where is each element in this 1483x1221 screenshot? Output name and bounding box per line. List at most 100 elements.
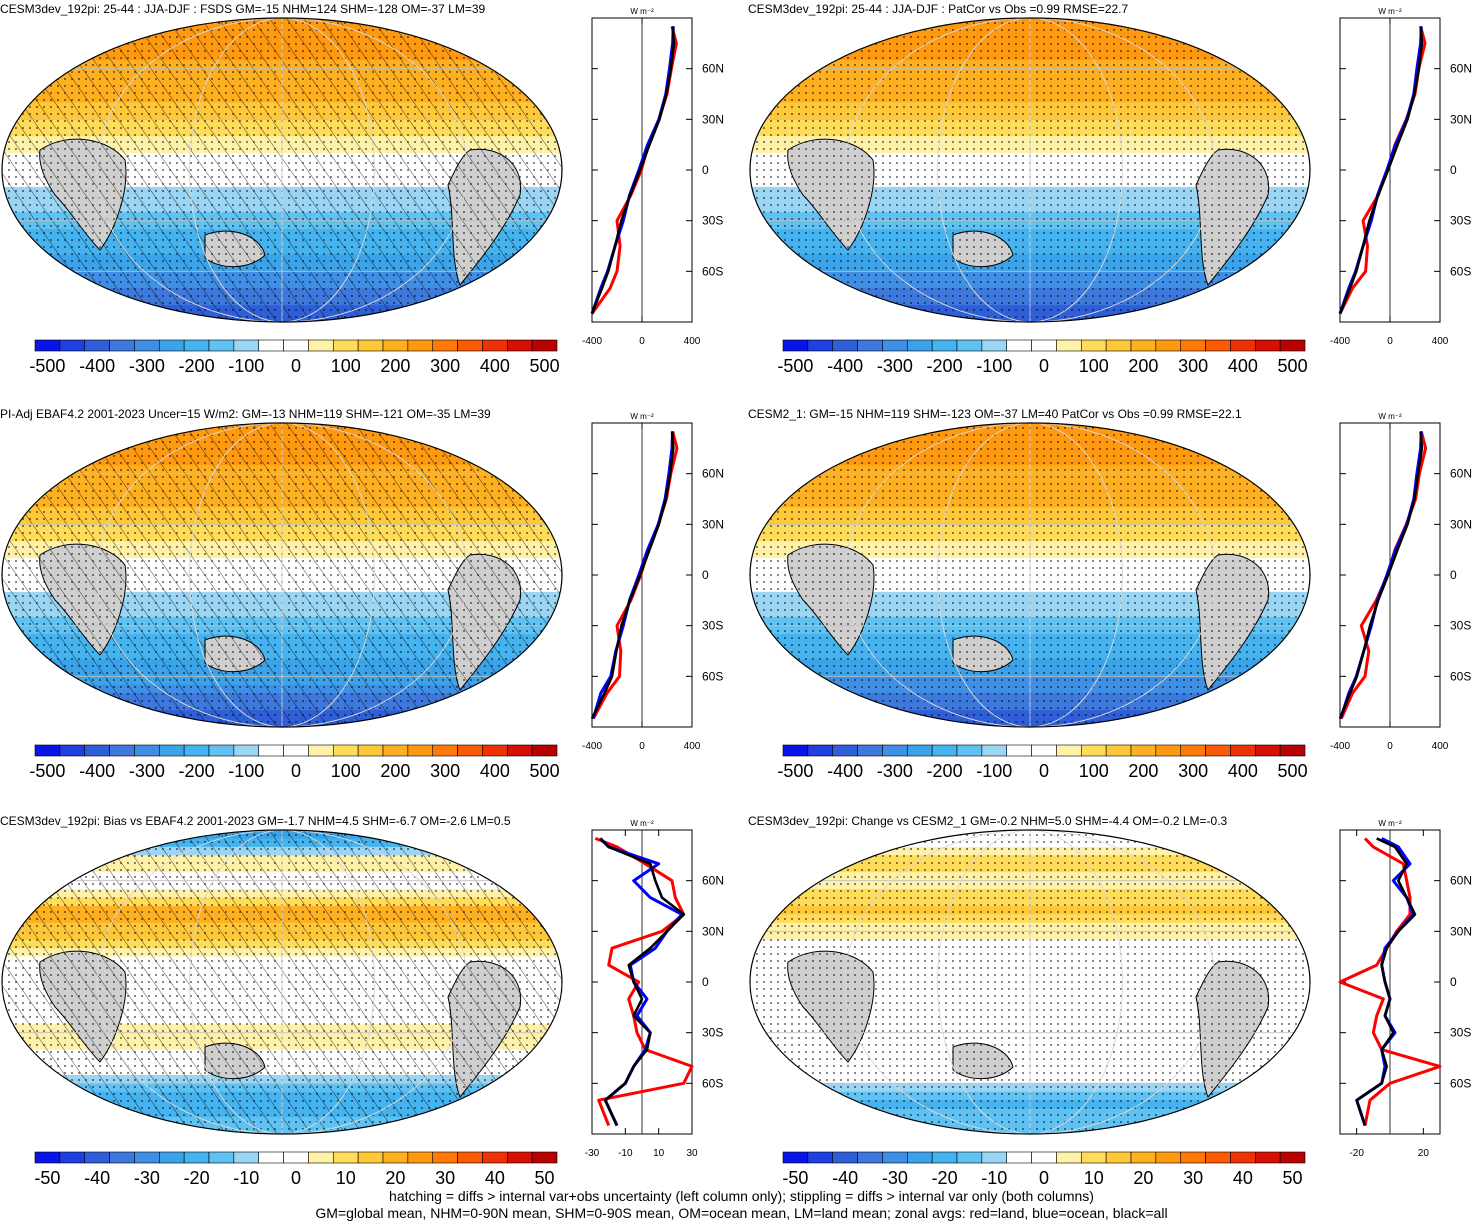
- colorbar-swatch: [1180, 1151, 1206, 1164]
- zonal-lat-label: 30N: [702, 924, 724, 938]
- zonal-xtick-label: -400: [582, 336, 602, 347]
- colorbar-swatch: [109, 339, 135, 352]
- colorbar-swatch: [1080, 1151, 1107, 1164]
- zonal-lat-label: 0: [702, 975, 709, 989]
- colorbar-swatch: [183, 744, 210, 757]
- colorbar-swatch: [931, 1151, 958, 1164]
- colorbar-swatch: [1230, 744, 1256, 757]
- zonal-lat-label: 30S: [1450, 619, 1471, 633]
- colorbar-swatch: [84, 1151, 110, 1164]
- zonal-lat-label: 30S: [1450, 214, 1471, 228]
- stippling-overlay: [750, 18, 1310, 322]
- colorbar-swatch: [882, 1151, 908, 1164]
- footer-hatching-note: hatching = diffs > internal var+obs unce…: [389, 1188, 1094, 1204]
- zonal-lat-label: 30N: [1450, 112, 1472, 126]
- map-field: [2, 18, 562, 322]
- zonal-lat-label: 0: [1450, 568, 1457, 582]
- colorbar-swatch: [956, 744, 983, 757]
- zonal-units-label: W m⁻²: [1378, 7, 1402, 16]
- colorbar-swatch: [882, 339, 908, 352]
- zonal-xtick-label: 400: [1432, 336, 1449, 347]
- colorbar-swatch: [457, 339, 483, 352]
- colorbar-swatch: [1279, 744, 1306, 757]
- colorbar-label: -500: [777, 356, 813, 376]
- colorbar-swatch: [283, 339, 309, 352]
- colorbar-label: 20: [385, 1168, 405, 1188]
- colorbar-swatch: [283, 744, 309, 757]
- colorbar-label: -40: [832, 1168, 858, 1188]
- colorbar-swatch: [308, 1151, 334, 1164]
- colorbar-swatch: [1254, 1151, 1281, 1164]
- panel-title: CESM3dev_192pi: Change vs CESM2_1 GM=-0.…: [748, 814, 1228, 828]
- colorbar-swatch: [906, 339, 933, 352]
- colorbar-label: 200: [1128, 356, 1158, 376]
- colorbar-swatch: [332, 744, 359, 757]
- zonal-line-ocean: [590, 26, 675, 315]
- map-field: [2, 830, 562, 1134]
- colorbar-swatch: [109, 744, 135, 757]
- colorbar-swatch: [1230, 1151, 1256, 1164]
- zonal-xtick-label: 0: [1387, 336, 1393, 347]
- colorbar-swatch: [506, 1151, 533, 1164]
- map-field: [750, 423, 1310, 727]
- panel-figure: -500 -400 -300 -200 -100 0 100 200 300 400 500 W m⁻…: [749, 7, 1472, 376]
- colorbar-swatch: [332, 1151, 359, 1164]
- panel-cesm2: CESM2_1: GM=-15 NHM=119 SHM=-123 OM=-37 …: [748, 405, 1483, 805]
- zonal-line-all: [590, 431, 675, 720]
- colorbar-swatch: [134, 1151, 160, 1164]
- colorbar-swatch: [1056, 1151, 1082, 1164]
- zonal-lat-label: 60S: [702, 1076, 723, 1090]
- colorbar-swatch: [1080, 744, 1107, 757]
- colorbar-swatch: [258, 1151, 284, 1164]
- colorbar-swatch: [457, 1151, 483, 1164]
- colorbar-label: 0: [291, 1168, 301, 1188]
- colorbar-swatch: [332, 339, 359, 352]
- colorbar-label: 50: [1283, 1168, 1303, 1188]
- colorbar-label: 100: [331, 356, 361, 376]
- map-outline: [1, 17, 563, 323]
- colorbar-swatch: [357, 744, 384, 757]
- colorbar-swatch: [183, 1151, 210, 1164]
- colorbar-label: 400: [480, 356, 510, 376]
- colorbar-swatch: [807, 339, 834, 352]
- colorbar-label: 100: [331, 761, 361, 781]
- colorbar-swatch: [1254, 744, 1281, 757]
- zonal-lat-label: 30S: [702, 619, 723, 633]
- map-field: [2, 423, 562, 727]
- colorbar-swatch: [308, 339, 334, 352]
- zonal-line-land: [1338, 837, 1442, 1126]
- zonal-line-ocean: [591, 431, 675, 720]
- colorbar-swatch: [382, 1151, 409, 1164]
- colorbar-label: 30: [435, 1168, 455, 1188]
- colorbar-swatch: [807, 1151, 834, 1164]
- zonal-line-land: [1338, 26, 1427, 315]
- colorbar-swatch: [308, 744, 334, 757]
- colorbar-label: 300: [430, 761, 460, 781]
- colorbar-swatch: [1155, 1151, 1182, 1164]
- colorbar-swatch: [134, 339, 160, 352]
- colorbar-swatch: [506, 339, 533, 352]
- colorbar-swatch: [183, 339, 210, 352]
- colorbar-label: 200: [380, 761, 410, 781]
- zonal-lat-label: 60S: [1450, 264, 1471, 278]
- colorbar-swatch: [857, 339, 883, 352]
- colorbar-label: -400: [79, 356, 115, 376]
- colorbar-label: 0: [1039, 1168, 1049, 1188]
- colorbar-label: 300: [1178, 356, 1208, 376]
- colorbar-label: 500: [530, 761, 560, 781]
- panel-cesm3dev-patcor: CESM3dev_192pi: 25-44 : JJA-DJF : PatCor…: [748, 0, 1483, 400]
- colorbar-label: -100: [976, 761, 1012, 781]
- colorbar-swatch: [158, 744, 185, 757]
- colorbar-label: -300: [129, 356, 165, 376]
- colorbar-label: -200: [179, 761, 215, 781]
- panel-figure: -500 -400 -300 -200 -100 0 100 200 300 400 500 W m⁻…: [1, 412, 724, 781]
- stippling-overlay: [750, 830, 1310, 1134]
- map-outline: [749, 422, 1311, 728]
- colorbar-swatch: [906, 1151, 933, 1164]
- zonal-units-label: W m⁻²: [630, 819, 654, 828]
- colorbar-label: -500: [29, 356, 65, 376]
- colorbar-swatch: [382, 339, 409, 352]
- zonal-lat-label: 30N: [1450, 517, 1472, 531]
- stippling-overlay: [750, 423, 1310, 727]
- colorbar-label: 500: [1278, 356, 1308, 376]
